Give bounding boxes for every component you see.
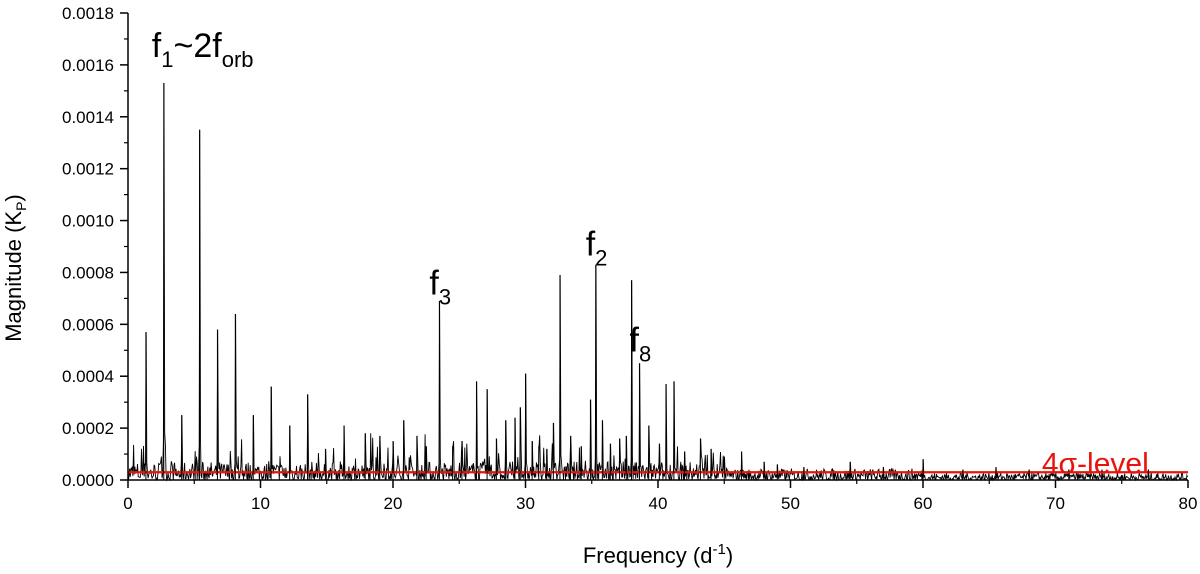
x-tick-label: 10 <box>251 494 270 513</box>
y-axis-title-sub: P <box>13 202 29 211</box>
annotation-f1-rest: ~2f <box>174 27 223 65</box>
annotation-f2-main: f <box>586 226 596 264</box>
annotation-f1-rest-sub: orb <box>222 47 254 72</box>
x-tick-label: 50 <box>781 494 800 513</box>
x-tick-label: 40 <box>649 494 668 513</box>
x-tick-label: 70 <box>1046 494 1065 513</box>
x-tick-label: 0 <box>123 494 132 513</box>
y-tick-label: 0.0012 <box>62 160 114 179</box>
y-tick-label: 0.0004 <box>62 367 114 386</box>
annotations: f1~2forb f2 f3 f8 4σ-level <box>152 27 1149 481</box>
y-tick-label: 0.0018 <box>62 4 114 23</box>
annotation-f2-sub: 2 <box>595 246 607 271</box>
x-tick-label: 80 <box>1179 494 1198 513</box>
x-tick-label: 60 <box>914 494 933 513</box>
x-tick-label: 30 <box>516 494 535 513</box>
annotation-f2: f2 <box>586 226 608 271</box>
x-ticks: 0 10 20 30 40 50 60 70 80 <box>123 480 1197 513</box>
annotation-f3: f3 <box>429 265 451 310</box>
annotation-f3-main: f <box>429 265 439 303</box>
x-axis-title: Frequency (d-1) <box>583 541 733 568</box>
y-axis-title: Magnitude (KP) <box>1 194 29 342</box>
annotation-f1-main: f <box>152 27 162 65</box>
y-tick-label: 0.0014 <box>62 108 114 127</box>
y-tick-label: 0.0006 <box>62 315 114 334</box>
annotation-f3-sub: 3 <box>439 285 451 310</box>
y-tick-label: 0.0008 <box>62 263 114 282</box>
annotation-f8-main: f <box>630 322 640 360</box>
y-tick-label: 0.0002 <box>62 419 114 438</box>
annotation-f8-sub: 8 <box>639 342 651 367</box>
x-axis-title-main: Frequency (d <box>583 543 713 568</box>
y-tick-label: 0.0010 <box>62 212 114 231</box>
annotation-f1: f1~2forb <box>152 27 254 72</box>
annotation-4sigma-level: 4σ-level <box>1042 448 1149 481</box>
axes: 0 10 20 30 40 50 60 70 80 0.00000.00020.00040.00… <box>62 4 1197 513</box>
x-axis-title-end: ) <box>726 543 733 568</box>
y-tick-label: 0.0016 <box>62 56 114 75</box>
x-axis-title-sup: -1 <box>712 541 725 558</box>
y-axis-title-end: ) <box>1 194 26 201</box>
x-tick-label: 20 <box>384 494 403 513</box>
annotation-f1-sub: 1 <box>161 47 173 72</box>
plot-area <box>127 83 1189 482</box>
annotation-f8: f8 <box>630 322 652 367</box>
y-ticks: 0.0000 0.0002 0.0004 0.0006 0.0008 0.0010 0.00… <box>62 4 128 490</box>
y-axis-title-main: Magnitude (K <box>1 211 26 342</box>
peak-marks <box>145 83 1149 480</box>
y-tick-label: 0.0000 <box>62 471 114 490</box>
spectrum-series-line <box>127 83 1189 482</box>
